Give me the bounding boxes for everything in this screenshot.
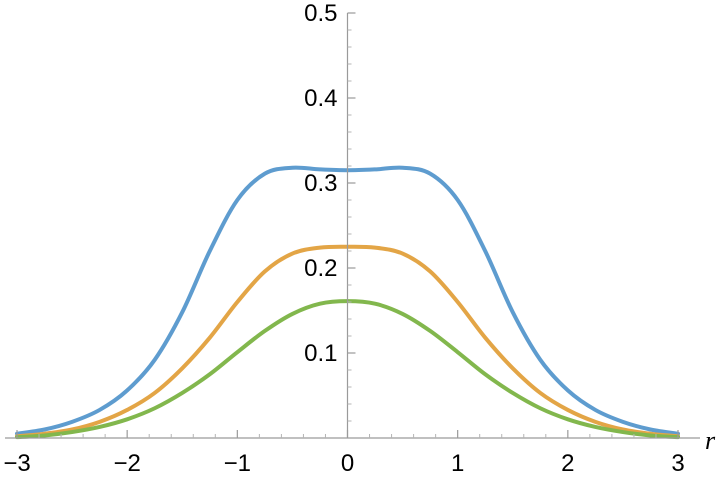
x-tick-label: −3 bbox=[3, 450, 30, 477]
axes-layer bbox=[5, 13, 700, 439]
x-tick-label: 1 bbox=[451, 450, 464, 477]
y-tick-label: 0.3 bbox=[304, 170, 337, 197]
x-tick-label: 3 bbox=[671, 450, 684, 477]
y-tick-label: 0.5 bbox=[304, 0, 337, 27]
x-tick-label: 0 bbox=[341, 450, 354, 477]
ticks-layer: −3 −2 −1 0 1 2 3 0.1 0.2 0.3 0.4 0.5 bbox=[3, 0, 684, 477]
x-tick-label: 2 bbox=[561, 450, 574, 477]
x-axis-label: r bbox=[705, 426, 716, 455]
x-tick-label: −1 bbox=[224, 450, 251, 477]
y-tick-label: 0.2 bbox=[304, 255, 337, 282]
x-tick-label: −2 bbox=[113, 450, 140, 477]
y-tick-label: 0.1 bbox=[304, 340, 337, 367]
y-tick-label: 0.4 bbox=[304, 85, 337, 112]
